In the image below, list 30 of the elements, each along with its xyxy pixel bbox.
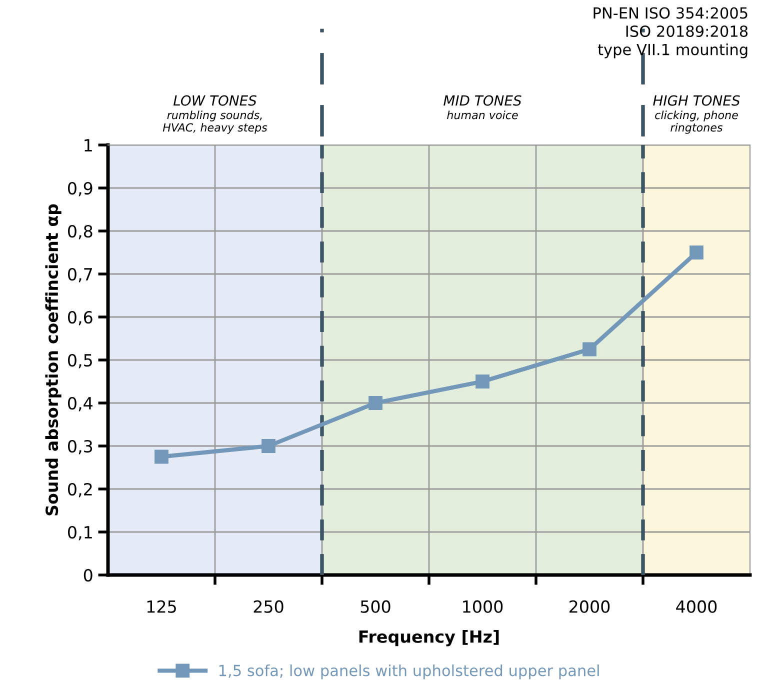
point xyxy=(262,439,276,453)
point xyxy=(582,342,596,356)
y-tick-label: 0,7 xyxy=(68,268,92,282)
band-label: LOW TONES rumbling sounds, HVAC, heavy steps xyxy=(162,95,268,134)
x-tick-label: 4000 xyxy=(676,600,717,613)
y-tick-label: 0,1 xyxy=(68,526,92,540)
y-tick-label: 0,4 xyxy=(68,396,92,412)
point xyxy=(368,396,382,410)
x-tick-label: 1000 xyxy=(463,600,503,613)
x-tick-label: 125 xyxy=(147,600,176,613)
y-tick-label: 0,5 xyxy=(68,354,92,368)
band-label: HIGH TONES clicking, phone ringtones xyxy=(653,95,740,134)
y-tick-label: 0,9 xyxy=(68,182,92,196)
y-axis-title: Sound absorption coeffincient αp xyxy=(45,204,62,516)
band-label: MID TONES human voice xyxy=(444,95,522,120)
y-tick-label: 0,8 xyxy=(68,224,92,240)
x-tick-label: 2000 xyxy=(570,600,610,613)
point xyxy=(690,246,704,260)
point xyxy=(476,374,490,388)
text: PN-EN ISO 354:2005 ISO 20189:2018 type VII.1 mounting xyxy=(594,7,748,58)
y-tick-label: 0,2 xyxy=(68,482,92,498)
x-tick-label: 250 xyxy=(254,600,284,613)
y-tick-label: 0,6 xyxy=(68,310,92,326)
x-axis-title: Frequency [Hz] xyxy=(359,630,499,646)
y-tick-label: 0 xyxy=(84,568,92,582)
x-tick-label: 500 xyxy=(360,600,390,613)
y-tick-label: 1 xyxy=(84,139,92,152)
y-tick-label: 0,3 xyxy=(68,440,92,454)
point xyxy=(154,450,168,464)
legend-label: 1,5 sofa; low panels with upholstered upper panel xyxy=(219,664,599,680)
